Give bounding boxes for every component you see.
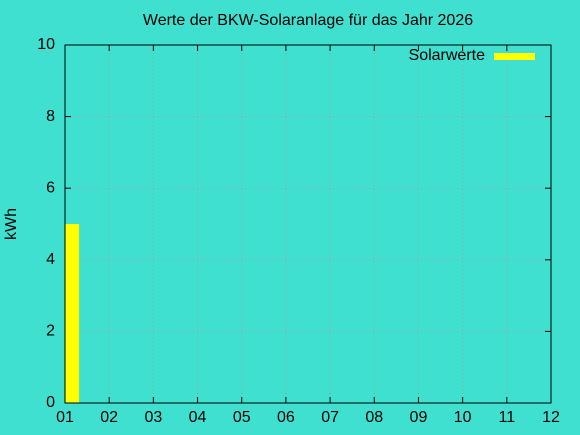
y-tick-label: 0 — [46, 394, 55, 411]
plot-border — [64, 44, 552, 404]
bar — [65, 224, 80, 403]
y-tick-label: 6 — [46, 179, 55, 196]
x-tick-label: 03 — [144, 409, 162, 426]
x-tick-label: 10 — [454, 409, 472, 426]
y-tick-label: 4 — [46, 251, 55, 268]
legend-swatch — [494, 53, 535, 60]
x-tick-label: 08 — [365, 409, 383, 426]
y-tick-label: 10 — [37, 36, 55, 53]
legend-label: Solarwerte — [409, 47, 486, 64]
x-tick-label: 02 — [100, 409, 118, 426]
x-tick-label: 11 — [499, 409, 516, 426]
x-tick-label: 07 — [321, 409, 339, 426]
x-tick-label: 06 — [277, 409, 295, 426]
y-tick-label: 8 — [46, 108, 55, 125]
y-axis-label: kWh — [3, 208, 20, 240]
x-tick-label: 12 — [542, 409, 560, 426]
chart-title: Werte der BKW-Solaranlage für das Jahr 2… — [143, 12, 473, 29]
x-tick-label: 09 — [410, 409, 428, 426]
x-tick-label: 01 — [56, 409, 74, 426]
x-tick-label: 04 — [189, 409, 207, 426]
y-tick-label: 2 — [46, 323, 55, 340]
x-tick-label: 05 — [233, 409, 251, 426]
